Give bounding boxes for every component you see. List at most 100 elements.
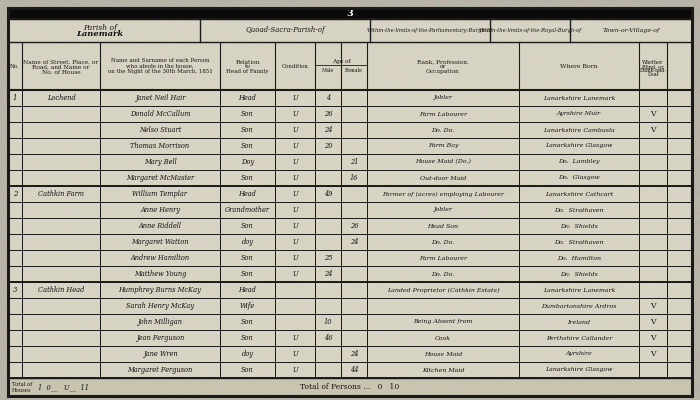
Text: V: V (650, 126, 656, 134)
Text: U: U (292, 238, 298, 246)
Text: Road, and Name or: Road, and Name or (32, 64, 90, 70)
Text: Lochend: Lochend (47, 94, 76, 102)
Text: Son: Son (241, 318, 254, 326)
Text: Farm Labourer: Farm Labourer (419, 112, 467, 116)
Text: Female: Female (345, 68, 363, 72)
Text: Cathkin Head: Cathkin Head (38, 286, 84, 294)
Text: Sarah Henry McKay: Sarah Henry McKay (126, 302, 194, 310)
Text: Cook: Cook (435, 336, 451, 340)
Text: 24: 24 (350, 350, 358, 358)
Text: U: U (292, 142, 298, 150)
Text: U: U (292, 206, 298, 214)
Text: Head Son: Head Son (428, 224, 458, 228)
Text: No. of House: No. of House (42, 70, 80, 74)
Text: Son: Son (241, 366, 254, 374)
Text: Humphrey Burns McKay: Humphrey Burns McKay (118, 286, 202, 294)
Text: Age of: Age of (332, 58, 351, 64)
Text: Quoad-Sacra-Parish-of: Quoad-Sacra-Parish-of (245, 26, 325, 34)
Text: Rank, Profession,: Rank, Profession, (417, 60, 469, 64)
Text: Do.  Strathaven: Do. Strathaven (554, 208, 604, 212)
Text: John Milligan: John Milligan (137, 318, 183, 326)
Text: Ireland: Ireland (568, 320, 591, 324)
Text: 44: 44 (350, 366, 358, 374)
Text: doy: doy (241, 350, 253, 358)
Text: Total of: Total of (12, 382, 32, 388)
Text: Nelso Stuart: Nelso Stuart (139, 126, 181, 134)
Text: U: U (292, 158, 298, 166)
Text: 25: 25 (323, 254, 332, 262)
Text: on the Night of the 30th March, 1851: on the Night of the 30th March, 1851 (108, 68, 212, 74)
Text: V: V (650, 318, 656, 326)
Bar (8, 8, 692, 19)
Text: Town-or-Village-of: Town-or-Village-of (602, 28, 659, 33)
Text: Farm Boy: Farm Boy (428, 144, 458, 148)
Text: Do. Do.: Do. Do. (431, 128, 454, 132)
Text: U: U (292, 366, 298, 374)
Text: 2: 2 (13, 190, 18, 198)
Text: V: V (650, 350, 656, 358)
Text: Blind, or: Blind, or (643, 64, 664, 70)
Text: V: V (650, 302, 656, 310)
Text: 21: 21 (350, 158, 358, 166)
Text: William Templar: William Templar (132, 190, 188, 198)
Text: U: U (292, 94, 298, 102)
Text: Doy: Doy (241, 158, 254, 166)
Text: 49: 49 (323, 190, 332, 198)
Text: Occupation: Occupation (426, 70, 460, 74)
Text: Name and Surname of each Person: Name and Surname of each Person (111, 58, 209, 64)
Text: Son: Son (241, 174, 254, 182)
Text: Jobler: Jobler (433, 208, 452, 212)
Text: Within-the-limits-of-the-Royal-Burgh-of: Within-the-limits-of-the-Royal-Burgh-of (478, 28, 582, 33)
Text: Margaret Ferguson: Margaret Ferguson (127, 366, 192, 374)
Text: House Maid (Do.): House Maid (Do.) (415, 160, 471, 164)
Text: Margaret Watton: Margaret Watton (132, 238, 189, 246)
Text: Son: Son (241, 110, 254, 118)
Text: Cathkin Farm: Cathkin Farm (38, 190, 84, 198)
Text: Ayrshire: Ayrshire (566, 352, 592, 356)
Text: U: U (292, 174, 298, 182)
Text: 24: 24 (323, 270, 332, 278)
Text: Anne Henry: Anne Henry (140, 206, 180, 214)
Text: Jobler: Jobler (433, 96, 452, 100)
Text: Lanarkshire Glasgow: Lanarkshire Glasgow (545, 144, 612, 148)
Text: House Maid: House Maid (424, 352, 462, 356)
Text: Landed Proprietor (Cathkin Estate): Landed Proprietor (Cathkin Estate) (386, 287, 499, 293)
Text: Ayrshire Muir: Ayrshire Muir (557, 112, 601, 116)
Text: 26: 26 (323, 110, 332, 118)
Text: Son: Son (241, 334, 254, 342)
Text: U: U (292, 350, 298, 358)
Text: 1: 1 (13, 94, 18, 102)
Text: Son: Son (241, 126, 254, 134)
Text: Do.  Lambley: Do. Lambley (558, 160, 600, 164)
Text: Dumbartonshire Ardros: Dumbartonshire Ardros (541, 304, 617, 308)
Text: Out-door Maid: Out-door Maid (420, 176, 466, 180)
Text: Thomas Morrison: Thomas Morrison (130, 142, 190, 150)
Text: to: to (244, 64, 251, 70)
Text: U: U (292, 270, 298, 278)
Text: U: U (292, 190, 298, 198)
Text: Jean Ferguson: Jean Ferguson (136, 334, 184, 342)
Bar (8, 378, 692, 396)
Text: U: U (292, 110, 298, 118)
Text: No.: No. (10, 64, 20, 68)
Text: Lanarkshire Lanemark: Lanarkshire Lanemark (542, 288, 615, 292)
Text: Lanarkshire Cambusla: Lanarkshire Cambusla (543, 128, 615, 132)
Text: Houses: Houses (12, 388, 32, 392)
Text: Do.  Strathaven: Do. Strathaven (554, 240, 604, 244)
Text: 24: 24 (323, 126, 332, 134)
Text: Parish of: Parish of (83, 24, 117, 32)
Text: Where Born: Where Born (560, 64, 598, 68)
Text: 20: 20 (323, 142, 332, 150)
Text: Matthew Young: Matthew Young (134, 270, 186, 278)
Text: Lanarkshire Lanemark: Lanarkshire Lanemark (542, 96, 615, 100)
Text: 16: 16 (350, 174, 358, 182)
Text: Janet Neil Hair: Janet Neil Hair (134, 94, 186, 102)
Text: who abode in the house,: who abode in the house, (126, 64, 194, 68)
Text: Lanemark: Lanemark (76, 30, 124, 38)
Text: Dumb-and-: Dumb-and- (639, 68, 666, 74)
Text: Donald McCallum: Donald McCallum (130, 110, 190, 118)
Text: Name of Street, Place, or: Name of Street, Place, or (23, 60, 99, 64)
Text: Condition: Condition (281, 64, 309, 68)
Text: Whether: Whether (643, 60, 664, 66)
Text: Anne Riddell: Anne Riddell (139, 222, 181, 230)
